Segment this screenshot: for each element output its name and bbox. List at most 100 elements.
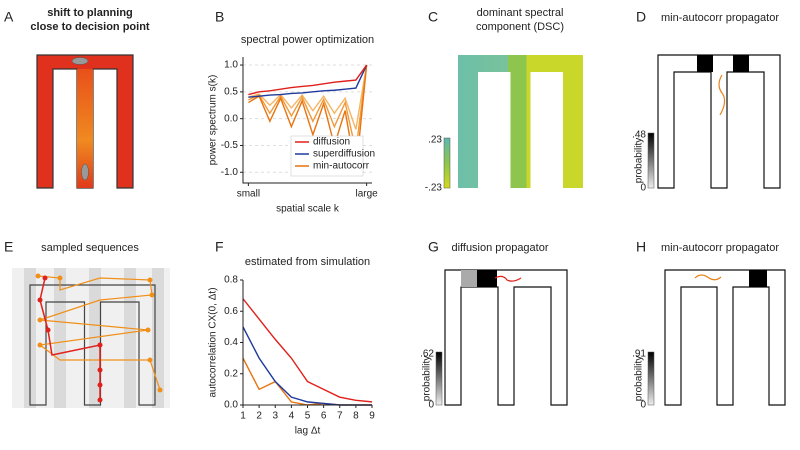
sample-point <box>97 342 103 348</box>
y-axis-label: power spectrum s(k) <box>208 75 219 166</box>
maze <box>657 54 781 189</box>
y-tick-label: 0.0 <box>224 400 238 411</box>
probability-cell <box>749 270 767 287</box>
x-tick-label: 6 <box>321 411 327 422</box>
x-tick-label: 5 <box>305 411 311 422</box>
axes <box>242 57 372 184</box>
colorbar-max: .62 <box>420 349 434 360</box>
panel-letter: H <box>636 239 646 255</box>
panel-letter: F <box>215 239 224 255</box>
rat <box>71 57 89 65</box>
colorbar-min: 0 <box>640 183 646 194</box>
colorbar-min: 0 <box>640 400 646 411</box>
sampled-sequence <box>39 277 101 400</box>
y-tick-label: -1.0 <box>221 167 239 178</box>
colorbar-label: probability <box>634 138 645 184</box>
colorbar <box>647 351 655 406</box>
y-axis-label: autocorrelation CX(0, Δt) <box>208 287 219 397</box>
y-tick-label: 0.8 <box>224 275 238 286</box>
trajectory <box>718 74 726 116</box>
colorbar-min: -.23 <box>425 183 443 194</box>
panel-title: min-autocorr propagator <box>661 242 779 254</box>
colorbar-max: .48 <box>632 130 646 141</box>
colorbar <box>647 132 655 189</box>
probability-cell <box>697 55 713 72</box>
sample-point <box>147 277 153 283</box>
colorbar-max: .91 <box>632 349 646 360</box>
series-line <box>242 298 373 403</box>
x-axis-label: spatial scale k <box>276 204 340 215</box>
sample-point <box>97 367 103 373</box>
sample-point <box>35 273 41 279</box>
panel-title: close to decision point <box>30 21 150 33</box>
x-tick-label: large <box>356 189 379 200</box>
x-tick-label: 1 <box>240 411 246 422</box>
colorbar <box>435 351 443 406</box>
sample-point <box>42 275 48 281</box>
y-tick-label: 0.5 <box>224 86 238 97</box>
sample-point <box>37 342 43 348</box>
sample-point <box>37 317 43 323</box>
sample-point <box>149 292 155 298</box>
x-tick-label: small <box>237 189 260 200</box>
sample-point <box>45 327 51 333</box>
panel-title: shift to planning <box>47 7 133 19</box>
panel-letter: E <box>4 239 13 255</box>
y-tick-label: 1.0 <box>224 60 238 71</box>
chart-title: estimated from simulation <box>245 256 370 268</box>
maze <box>444 269 568 406</box>
panel-letter: B <box>215 9 224 25</box>
x-tick-label: 8 <box>353 411 359 422</box>
panel-letter: D <box>636 9 646 25</box>
sample-point <box>145 327 151 333</box>
maze <box>458 55 583 188</box>
y-tick-label: -0.5 <box>221 140 239 151</box>
panel-letter: G <box>428 239 439 255</box>
y-tick-label: 0.6 <box>224 306 238 317</box>
y-tick-label: 0.0 <box>224 113 238 124</box>
series-line <box>242 326 372 406</box>
rat <box>81 163 89 181</box>
sample-point <box>57 275 63 281</box>
chart-title: spectral power optimization <box>241 34 374 46</box>
panel-title: sampled sequences <box>41 242 139 254</box>
axes <box>242 280 372 406</box>
x-axis-label: lag Δt <box>295 426 321 437</box>
series-line <box>248 64 368 151</box>
series-line <box>248 64 368 96</box>
x-tick-label: 3 <box>272 411 278 422</box>
trajectory <box>694 274 722 281</box>
legend-label: diffusion <box>313 137 350 148</box>
legend-label: superdiffusion <box>313 149 375 160</box>
maze <box>29 284 156 406</box>
colorbar-label: probability <box>634 356 645 402</box>
colorbar-max: .23 <box>428 135 442 146</box>
occupancy-stripe <box>152 268 164 408</box>
probability-cell <box>461 270 477 287</box>
colorbar-min: 0 <box>428 400 434 411</box>
sample-point <box>157 387 163 393</box>
sample-point <box>97 397 103 403</box>
occupancy-stripe <box>54 268 66 408</box>
series-line <box>248 64 368 173</box>
y-tick-label: 0.2 <box>224 368 238 379</box>
series-line <box>248 64 368 130</box>
panel-title: min-autocorr propagator <box>661 12 779 24</box>
panel-letter: C <box>428 9 438 25</box>
panel-title: dominant spectral <box>477 7 564 19</box>
probability-cell <box>477 270 497 287</box>
sampled-sequence <box>37 275 161 391</box>
occupancy-stripe <box>124 268 136 408</box>
panel-letter: A <box>4 9 14 25</box>
panel-title: diffusion propagator <box>451 242 548 254</box>
colorbar-label: probability <box>422 356 433 402</box>
maze <box>664 269 786 406</box>
arm-highlight <box>77 69 93 188</box>
x-tick-label: 4 <box>289 411 295 422</box>
sample-point <box>147 357 153 363</box>
x-tick-label: 2 <box>256 411 262 422</box>
y-tick-label: 0.4 <box>224 337 238 348</box>
series-line <box>248 64 368 98</box>
legend-label: min-autocorr <box>313 161 370 172</box>
